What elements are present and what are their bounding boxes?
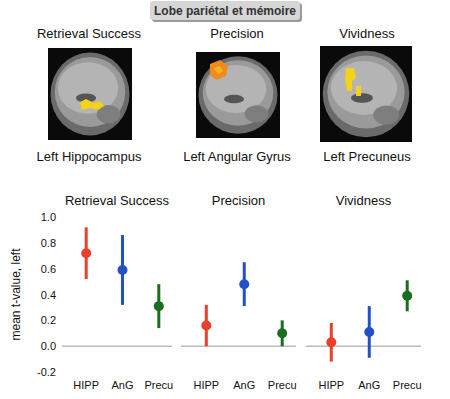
plot-area	[62, 227, 172, 346]
y-tick	[59, 294, 62, 295]
y-tick	[59, 320, 62, 321]
figure: Lobe pariétal et mémoire Retrieval Succes…	[0, 0, 450, 399]
x-tick-label: Precu	[393, 379, 422, 391]
banner	[150, 1, 300, 20]
panel-title: Retrieval Success	[65, 193, 170, 208]
brain-image	[320, 46, 412, 142]
y-axis-label: mean t-value, left	[9, 248, 23, 341]
y-tick	[59, 346, 62, 347]
x-tick-label: HIPP	[193, 379, 219, 391]
banner-title: Lobe pariétal et mémoire	[154, 4, 296, 18]
brain-image	[48, 48, 132, 140]
x-tick-label: AnG	[111, 379, 133, 391]
brain-image	[196, 52, 280, 138]
point	[239, 279, 249, 289]
x-tick-label: HIPP	[73, 379, 99, 391]
y-tick	[59, 372, 62, 373]
baseline	[181, 346, 296, 347]
point	[201, 321, 211, 331]
plot-area	[306, 280, 421, 361]
point	[277, 328, 287, 338]
y-tick-label: 1.0	[41, 211, 56, 223]
y-tick-label: 0.2	[41, 314, 56, 326]
image-region: Left Hippocampus	[37, 149, 142, 164]
baseline	[62, 346, 172, 347]
y-tick	[59, 268, 62, 269]
y-tick	[59, 242, 62, 243]
x-tick-label: Precu	[268, 379, 297, 391]
y-tick-label: 0.4	[41, 289, 56, 301]
y-tick	[59, 217, 62, 218]
y-tick-label: -0.2	[37, 366, 56, 378]
point	[326, 337, 336, 347]
x-tick-label: AnG	[233, 379, 255, 391]
point	[118, 265, 128, 275]
y-tick-label: 0.0	[41, 340, 56, 352]
background	[0, 0, 450, 399]
y-tick-label: 0.8	[41, 237, 56, 249]
x-tick-label: Precu	[144, 379, 173, 391]
point	[402, 291, 412, 301]
image-region: Left Angular Gyrus	[183, 149, 291, 164]
image-title: Precision	[210, 26, 263, 41]
image-title: Retrieval Success	[37, 26, 142, 41]
point	[364, 327, 374, 337]
panel-title: Precision	[212, 193, 265, 208]
baseline	[306, 346, 421, 347]
panel-title: Vividness	[336, 193, 392, 208]
x-tick-label: AnG	[358, 379, 380, 391]
point	[81, 248, 91, 258]
image-title: Vividness	[339, 26, 395, 41]
y-tick-label: 0.6	[41, 263, 56, 275]
x-tick-label: HIPP	[318, 379, 344, 391]
plot-area	[181, 262, 296, 346]
point	[154, 301, 164, 311]
image-region: Left Precuneus	[323, 149, 411, 164]
